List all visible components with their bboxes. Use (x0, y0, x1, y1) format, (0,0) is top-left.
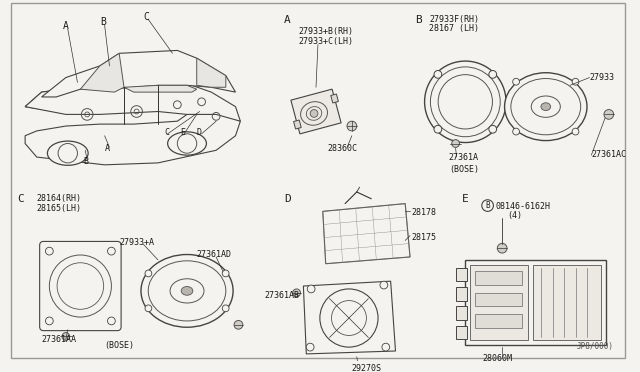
Circle shape (108, 317, 115, 325)
Text: 27361A: 27361A (449, 153, 479, 162)
Circle shape (222, 270, 229, 277)
Bar (475, 314, 522, 328)
Circle shape (434, 125, 442, 133)
Bar (465, 260, 606, 345)
Text: B: B (83, 157, 88, 166)
Text: 28165(LH): 28165(LH) (36, 203, 82, 213)
Circle shape (108, 247, 115, 255)
Text: 29270S: 29270S (352, 363, 382, 372)
Circle shape (572, 128, 579, 135)
Circle shape (489, 125, 497, 133)
Circle shape (145, 270, 152, 277)
Circle shape (292, 289, 300, 297)
Polygon shape (25, 85, 241, 121)
Text: 28164(RH): 28164(RH) (36, 194, 82, 203)
Text: 27361AD: 27361AD (196, 250, 232, 259)
Polygon shape (331, 94, 339, 103)
Text: B: B (415, 15, 422, 25)
Circle shape (234, 320, 243, 329)
Ellipse shape (47, 141, 88, 165)
Polygon shape (303, 281, 396, 354)
Ellipse shape (541, 103, 550, 110)
Circle shape (58, 144, 77, 163)
Bar (456, 267, 467, 281)
Text: D: D (284, 194, 291, 204)
Text: 27933+B(RH): 27933+B(RH) (298, 27, 353, 36)
Circle shape (62, 333, 70, 340)
Bar (475, 272, 522, 285)
Polygon shape (323, 203, 410, 264)
Circle shape (222, 305, 229, 312)
Circle shape (307, 285, 315, 293)
Circle shape (434, 71, 442, 78)
Circle shape (497, 243, 507, 253)
Circle shape (513, 128, 520, 135)
Text: JP8/000): JP8/000) (577, 342, 614, 351)
Text: E: E (180, 128, 185, 137)
Text: B: B (100, 17, 106, 28)
Bar (470, 265, 529, 340)
Circle shape (177, 134, 196, 153)
Text: 28360C: 28360C (328, 144, 358, 153)
Circle shape (424, 61, 506, 142)
FancyBboxPatch shape (40, 241, 121, 331)
Ellipse shape (141, 254, 233, 327)
Circle shape (604, 110, 614, 119)
Circle shape (145, 305, 152, 312)
Text: (4): (4) (507, 211, 522, 220)
Text: C: C (164, 128, 170, 137)
Text: 27361AC: 27361AC (591, 150, 627, 159)
Text: 28167 (LH): 28167 (LH) (429, 24, 479, 33)
Circle shape (307, 343, 314, 351)
Polygon shape (294, 120, 301, 129)
Text: C: C (17, 194, 24, 204)
Polygon shape (81, 53, 124, 92)
Text: C: C (143, 12, 149, 22)
Ellipse shape (168, 132, 207, 155)
Circle shape (482, 200, 493, 211)
Polygon shape (42, 51, 236, 97)
Polygon shape (196, 58, 226, 87)
Text: 27933: 27933 (589, 73, 614, 82)
Bar (456, 307, 467, 320)
Polygon shape (25, 85, 124, 112)
Text: 27361AB: 27361AB (264, 291, 300, 300)
Text: 27933+A: 27933+A (119, 238, 154, 247)
Circle shape (452, 140, 460, 147)
Circle shape (382, 343, 390, 351)
Text: A: A (63, 21, 69, 31)
Bar (475, 293, 522, 307)
Circle shape (310, 110, 318, 117)
Text: 27361AA: 27361AA (42, 334, 77, 343)
Text: A: A (104, 144, 109, 153)
Text: 28060M: 28060M (483, 354, 513, 363)
Polygon shape (291, 89, 341, 134)
Ellipse shape (181, 286, 193, 295)
Circle shape (347, 121, 356, 131)
Text: E: E (461, 194, 468, 204)
Circle shape (45, 247, 53, 255)
Text: 08146-6162H: 08146-6162H (495, 202, 550, 211)
Text: 27933F(RH): 27933F(RH) (429, 15, 479, 23)
Text: 28178: 28178 (411, 208, 436, 218)
Circle shape (513, 78, 520, 85)
Bar (456, 287, 467, 301)
Circle shape (489, 71, 497, 78)
Polygon shape (124, 85, 196, 92)
Polygon shape (25, 115, 241, 165)
Text: B: B (485, 201, 490, 210)
Text: 27933+C(LH): 27933+C(LH) (298, 37, 353, 46)
Text: (BOSE): (BOSE) (449, 165, 479, 174)
Bar (456, 326, 467, 339)
Text: 28175: 28175 (411, 233, 436, 242)
Text: D: D (196, 128, 202, 137)
Text: (BOSE): (BOSE) (104, 341, 134, 350)
Ellipse shape (504, 73, 587, 141)
Circle shape (380, 281, 388, 289)
Circle shape (572, 78, 579, 85)
Bar (533, 265, 601, 340)
Circle shape (45, 317, 53, 325)
Text: A: A (284, 15, 291, 25)
